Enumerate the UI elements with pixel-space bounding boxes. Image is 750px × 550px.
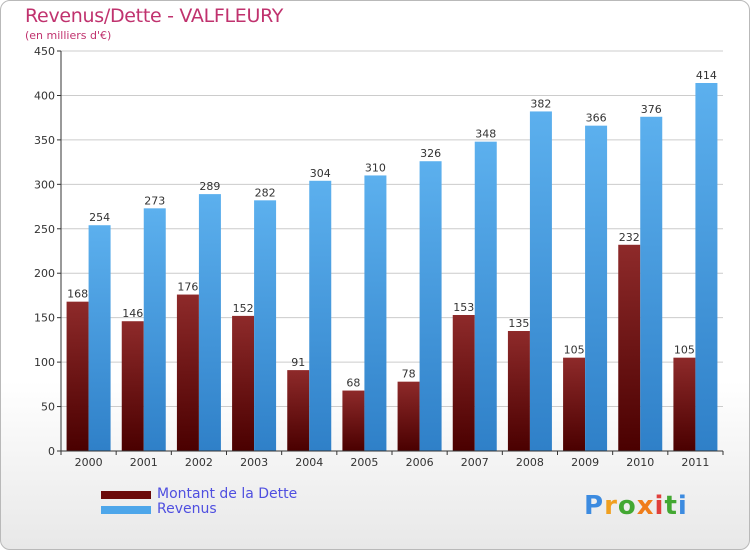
data-label: 232 xyxy=(619,231,640,244)
logo-letter: x xyxy=(636,491,655,521)
data-label: 254 xyxy=(89,211,110,224)
x-tick-label: 2007 xyxy=(461,456,489,469)
bar-revenus xyxy=(364,175,387,451)
data-label: 176 xyxy=(177,281,198,294)
legend-swatch-dette xyxy=(101,491,151,499)
bar-revenus xyxy=(198,194,221,451)
grid-layer xyxy=(61,50,723,408)
bar-revenus xyxy=(309,180,332,451)
axis-layer: 0 50 100 150 200 250 300 350 400 450 2000 2001 2002 2… xyxy=(34,45,724,469)
x-tick-label: 2003 xyxy=(240,456,268,469)
data-label: 310 xyxy=(365,161,386,174)
bar-revenus xyxy=(143,208,166,451)
bar-revenus xyxy=(585,125,608,452)
data-label: 91 xyxy=(291,356,305,369)
legend-label-dette: Montant de la Dette xyxy=(157,486,298,502)
data-label: 304 xyxy=(310,167,331,180)
bar-revenus xyxy=(695,83,718,451)
data-label: 348 xyxy=(475,128,496,141)
data-label: 105 xyxy=(564,344,585,357)
bars-layer xyxy=(66,83,718,452)
y-tick-label: 300 xyxy=(34,178,55,191)
logo-letter: i xyxy=(654,491,665,521)
x-tick-label: 2005 xyxy=(350,456,378,469)
x-tick-label: 2011 xyxy=(681,456,709,469)
logo-letter: t xyxy=(664,491,678,521)
y-tick-label: 450 xyxy=(34,45,55,58)
data-label: 382 xyxy=(530,97,551,110)
x-tick-label: 2010 xyxy=(626,456,654,469)
legend-swatch-revenus xyxy=(101,506,151,514)
bar-dette xyxy=(66,301,89,451)
bar-dette xyxy=(618,244,641,451)
bar-revenus xyxy=(640,116,663,452)
data-label: 289 xyxy=(199,180,220,193)
y-tick-label: 200 xyxy=(34,267,55,280)
data-label: 135 xyxy=(508,317,529,330)
bar-dette xyxy=(673,357,696,451)
data-label: 153 xyxy=(453,301,474,314)
x-tick-label: 2009 xyxy=(571,456,599,469)
y-tick-label: 50 xyxy=(41,401,55,414)
bar-dette xyxy=(287,370,310,451)
bar-revenus xyxy=(88,225,111,451)
data-label: 105 xyxy=(674,344,695,357)
x-tick-label: 2002 xyxy=(185,456,213,469)
data-label: 376 xyxy=(641,103,662,116)
x-tick-label: 2000 xyxy=(75,456,103,469)
bar-dette xyxy=(342,390,365,451)
y-tick-label: 250 xyxy=(34,223,55,236)
x-tick-label: 2004 xyxy=(295,456,323,469)
labels-layer: 168 254 146 273 176 289 152 282 91 304 68 310 78 326 1… xyxy=(67,69,717,390)
bar-dette xyxy=(507,331,530,451)
bar-dette xyxy=(232,315,255,451)
bar-revenus xyxy=(529,111,552,451)
data-label: 146 xyxy=(122,307,143,320)
logo-letter: r xyxy=(604,491,618,521)
chart-title: Revenus/Dette - VALFLEURY xyxy=(25,5,284,27)
data-label: 78 xyxy=(402,368,416,381)
bar-revenus xyxy=(474,141,497,451)
logo-letter: P xyxy=(584,491,605,521)
data-label: 168 xyxy=(67,288,88,301)
bar-dette xyxy=(452,315,475,451)
y-tick-label: 100 xyxy=(34,356,55,369)
data-label: 326 xyxy=(420,147,441,160)
y-tick-label: 0 xyxy=(48,445,55,458)
x-tick-label: 2001 xyxy=(130,456,158,469)
bar-revenus xyxy=(419,161,442,451)
data-label: 68 xyxy=(346,377,360,390)
bar-revenus xyxy=(254,200,277,451)
legend-label-revenus: Revenus xyxy=(157,501,217,517)
y-tick-label: 350 xyxy=(34,134,55,147)
x-tick-label: 2008 xyxy=(516,456,544,469)
x-tick-label: 2006 xyxy=(406,456,434,469)
data-label: 282 xyxy=(255,186,276,199)
logo-letter: o xyxy=(617,491,637,521)
logo-letter: i xyxy=(677,491,688,521)
chart-subtitle: (en milliers d'€) xyxy=(25,29,112,42)
y-tick-label: 150 xyxy=(34,312,55,325)
bar-dette xyxy=(176,294,199,451)
y-tick-label: 400 xyxy=(34,89,55,102)
data-label: 273 xyxy=(144,194,165,207)
data-label: 152 xyxy=(233,302,254,315)
data-label: 366 xyxy=(586,112,607,125)
data-label: 414 xyxy=(696,69,717,82)
bar-dette xyxy=(121,321,144,451)
bar-dette xyxy=(563,357,586,451)
proxiti-logo: Proxiti xyxy=(584,491,688,521)
bar-dette xyxy=(397,381,420,451)
